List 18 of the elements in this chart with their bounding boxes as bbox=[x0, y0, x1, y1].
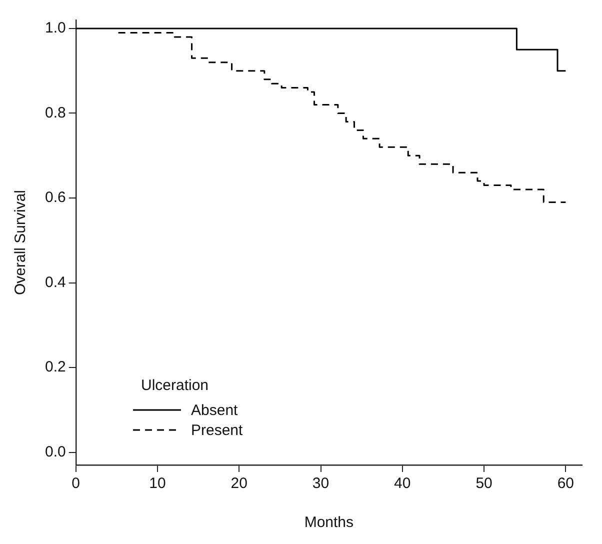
legend-label: Present bbox=[191, 422, 243, 438]
legend-label: Absent bbox=[191, 402, 238, 418]
x-tick-label: 60 bbox=[557, 475, 574, 492]
y-tick-label: 1.0 bbox=[44, 20, 66, 37]
x-tick-label: 30 bbox=[312, 475, 330, 492]
y-tick-label: 0.4 bbox=[44, 274, 66, 291]
y-axis-title: Overall Survival bbox=[12, 190, 30, 296]
y-tick-label: 0.8 bbox=[44, 104, 66, 122]
x-axis-title: Months bbox=[304, 514, 354, 532]
x-tick-label: 50 bbox=[476, 475, 492, 492]
y-tick-label: 0.2 bbox=[44, 358, 66, 376]
x-tick-label: 0 bbox=[72, 475, 80, 492]
legend-title: Ulceration bbox=[141, 377, 210, 394]
y-tick-label: 0.0 bbox=[44, 443, 66, 460]
x-tick-label: 40 bbox=[394, 475, 411, 492]
x-tick-label: 20 bbox=[230, 475, 248, 492]
y-tick-label: 0.6 bbox=[44, 189, 66, 206]
x-tick-label: 10 bbox=[149, 475, 166, 492]
